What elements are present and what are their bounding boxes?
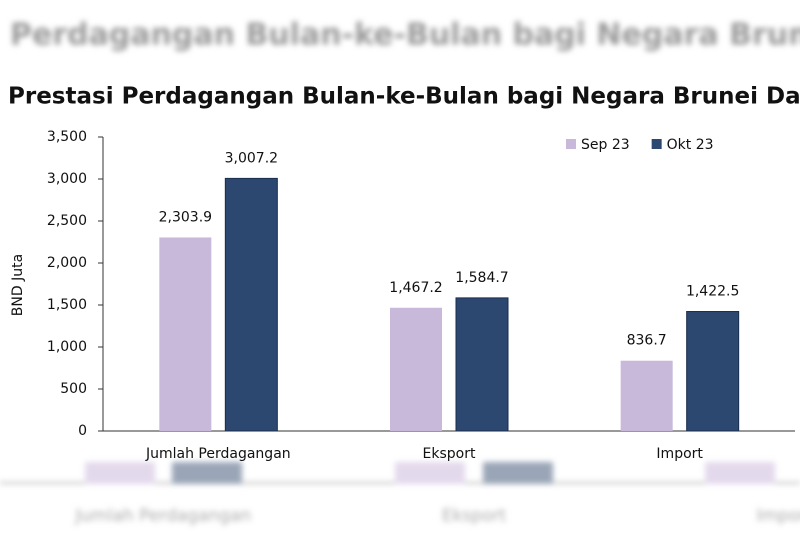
- bar: [620, 360, 673, 431]
- y-tick-label: 3,500: [47, 129, 87, 145]
- x-tick-label: Import: [656, 446, 703, 462]
- y-axis-label: BND Juta: [10, 254, 26, 316]
- backdrop-bar: [172, 462, 242, 484]
- value-label: 3,007.2: [225, 150, 278, 166]
- y-tick-label: 2,000: [47, 255, 87, 271]
- bar: [224, 177, 278, 432]
- backdrop-label: Jumlah Perdagangan: [75, 506, 252, 526]
- bar: [686, 311, 740, 432]
- backdrop-bar: [395, 462, 465, 484]
- legend-label: Okt 23: [667, 137, 714, 153]
- x-tick-label: Eksport: [423, 446, 476, 462]
- legend-label: Sep 23: [581, 137, 630, 153]
- value-label: 2,303.9: [159, 209, 212, 225]
- y-tick-label: 500: [60, 381, 87, 397]
- chart-title: Prestasi Perdagangan Bulan-ke-Bulan bagi…: [8, 84, 800, 110]
- y-tick-label: 0: [78, 423, 87, 439]
- bar: [159, 237, 212, 431]
- backdrop-bar: [483, 462, 553, 484]
- bar: [455, 297, 509, 432]
- legend-swatch: [651, 139, 662, 149]
- x-tick-label: Jumlah Perdagangan: [145, 446, 291, 462]
- legend-swatch: [566, 139, 576, 149]
- bar: [390, 307, 442, 431]
- backdrop-title: Perdagangan Bulan-ke-Bulan bagi Negara B…: [10, 18, 800, 53]
- backdrop-bar: [85, 462, 155, 484]
- value-label: 1,467.2: [389, 280, 442, 296]
- backdrop-label: Eksport: [442, 506, 507, 526]
- y-tick-label: 2,500: [47, 213, 87, 229]
- backdrop-label: Import: [756, 506, 800, 526]
- value-label: 836.7: [627, 333, 667, 349]
- y-tick-label: 1,500: [47, 297, 87, 313]
- y-tick-label: 3,000: [47, 171, 87, 187]
- value-label: 1,584.7: [455, 270, 508, 286]
- backdrop: Jumlah Perdagangan Eksport Import: [0, 462, 800, 526]
- value-label: 1,422.5: [686, 284, 739, 300]
- backdrop-bar: [705, 462, 775, 484]
- y-tick-label: 1,000: [47, 339, 87, 355]
